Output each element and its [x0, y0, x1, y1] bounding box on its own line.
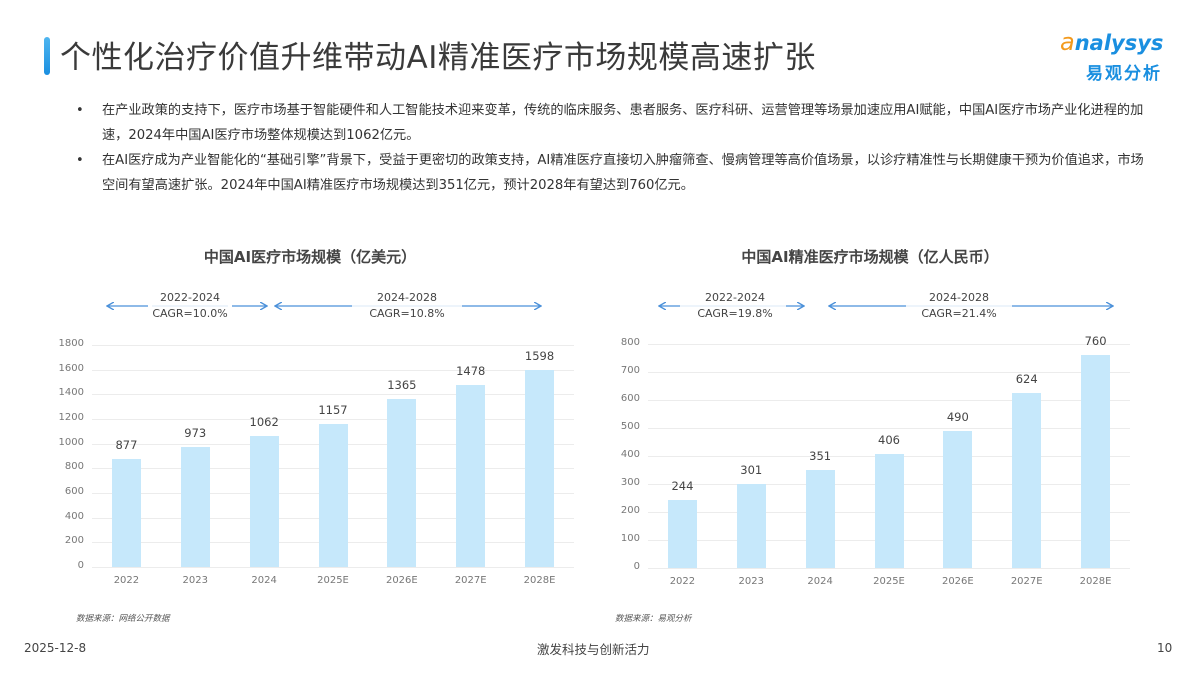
cagr-annotation-2022-2024: 2022-2024 CAGR=10.0% — [152, 291, 228, 320]
plot-area: 0 200 400 600 800 1000 1200 1400 1600 1800 877 2022… — [59, 338, 574, 586]
bar-value-label: 1157 — [318, 403, 348, 418]
bar-2024 — [805, 469, 835, 568]
y-axis-tick: 1200 — [58, 412, 84, 423]
x-axis-tick: 2026E — [385, 575, 418, 586]
logo-chinese: 易观分析 — [1086, 64, 1162, 84]
x-axis-tick: 2028E — [523, 575, 556, 586]
gridline — [92, 394, 574, 396]
gridline — [648, 428, 1130, 429]
bar-value-label: 760 — [1084, 334, 1107, 349]
bar-2028E — [525, 369, 555, 567]
title-accent-bar — [44, 37, 50, 75]
bar-value-label: 1478 — [456, 363, 486, 378]
gridline — [648, 568, 1130, 569]
data-source: 数据来源：易观分析 — [615, 614, 692, 624]
y-axis-tick: 0 — [633, 561, 640, 572]
bar-2024 — [249, 436, 279, 567]
bar-2026E — [943, 430, 973, 568]
bar-value-label: 973 — [184, 425, 207, 440]
bar-2022 — [667, 499, 697, 568]
bar-value-label: 1598 — [524, 348, 555, 363]
x-axis-tick: 2022 — [113, 575, 140, 586]
footer-date: 2025-12-8 — [24, 641, 87, 655]
y-axis-tick: 1600 — [58, 362, 84, 374]
bullet-item: • 在产业政策的支持下，医疗市场基于智能硬件和人工智能技术迎来变革，传统的临床服… — [70, 98, 1150, 148]
bullet-text: 在AI医疗成为产业智能化的“基础引擎”背景下，受益于更密切的政策支持，AI精准医… — [102, 153, 1144, 193]
bar-2026E — [387, 398, 417, 567]
y-axis-tick: 100 — [620, 533, 640, 544]
bar-value-label: 1062 — [249, 415, 279, 430]
x-axis-tick: 2023 — [738, 576, 764, 587]
y-axis-tick: 600 — [620, 393, 640, 404]
x-axis-tick: 2027E — [1010, 576, 1043, 587]
bullet-dot-icon: • — [76, 103, 84, 118]
bar-value-label: 624 — [1015, 372, 1038, 387]
bar-2023 — [736, 483, 766, 568]
cagr-annotation-2022-2024: 2022-2024 CAGR=19.8% — [697, 291, 773, 320]
bar-value-label: 301 — [740, 462, 763, 477]
gridline — [648, 344, 1130, 345]
y-axis-tick: 400 — [64, 510, 84, 522]
y-axis-tick: 800 — [64, 461, 84, 473]
y-axis-tick: 200 — [620, 505, 640, 516]
bar-2022 — [111, 458, 141, 567]
x-axis-tick: 2023 — [182, 575, 208, 586]
x-axis-tick: 2024 — [807, 576, 833, 587]
gridline — [92, 369, 574, 371]
bar-value-label: 244 — [671, 478, 694, 493]
cagr-annotation-2024-2028: 2024-2028 CAGR=21.4% — [921, 291, 997, 320]
logo-english: analysys — [1060, 28, 1164, 56]
bar-value-label: 1365 — [387, 377, 417, 392]
bar-value-label: 406 — [878, 433, 900, 448]
bar-2023 — [180, 446, 210, 567]
y-axis-tick: 800 — [620, 337, 640, 348]
bullet-text: 在产业政策的支持下，医疗市场基于智能硬件和人工智能技术迎来变革，传统的临床服务、… — [102, 103, 1144, 143]
footer-slogan: 激发科技与创新活力 — [537, 642, 650, 657]
chart-title: 中国AI精准医疗市场规模（亿人民币） — [741, 248, 999, 266]
gridline — [92, 567, 574, 568]
bar-2027E — [456, 384, 486, 567]
cagr-annotation-2024-2028: 2024-2028 CAGR=10.8% — [369, 291, 445, 320]
x-axis-tick: 2027E — [454, 575, 487, 586]
plot-area: 0 100 200 300 400 500 600 700 800 244 2022 301 2023 3… — [621, 334, 1130, 587]
bullet-dot-icon: • — [76, 153, 84, 168]
bar-value-label: 877 — [115, 437, 138, 452]
gridline — [648, 372, 1130, 373]
y-axis-tick: 700 — [620, 365, 640, 376]
bar-2025E — [874, 454, 904, 568]
x-axis-tick: 2028E — [1079, 576, 1112, 587]
x-axis-tick: 2025E — [317, 575, 349, 586]
gridline — [92, 345, 574, 346]
page-number: 10 — [1157, 641, 1173, 655]
chart-title: 中国AI医疗市场规模（亿美元） — [203, 248, 417, 266]
bar-2025E — [318, 424, 348, 567]
bullet-item: • 在AI医疗成为产业智能化的“基础引擎”背景下，受益于更密切的政策支持，AI精… — [70, 148, 1150, 198]
y-axis-tick: 0 — [77, 560, 84, 571]
y-axis-tick: 1800 — [58, 338, 84, 349]
bar-2027E — [1012, 393, 1042, 568]
bar-value-label: 351 — [809, 448, 832, 463]
bar-2028E — [1081, 355, 1111, 568]
page-title: 个性化治疗价值升维带动AI精准医疗市场规模高速扩张 — [60, 40, 816, 76]
x-axis-tick: 2025E — [873, 576, 905, 587]
y-axis-tick: 600 — [64, 486, 84, 497]
analysys-logo: analysys 易观分析 — [1060, 28, 1180, 88]
y-axis-tick: 500 — [620, 421, 640, 432]
x-axis-tick: 2024 — [251, 575, 277, 586]
y-axis-tick: 1400 — [58, 387, 84, 399]
x-axis-tick: 2026E — [941, 576, 974, 587]
gridline — [648, 400, 1130, 401]
y-axis-tick: 1000 — [58, 436, 84, 448]
y-axis-tick: 200 — [64, 535, 84, 547]
summary-bullets: • 在产业政策的支持下，医疗市场基于智能硬件和人工智能技术迎来变革，传统的临床服… — [70, 98, 1150, 198]
data-source: 数据来源：网络公开数据 — [76, 614, 170, 624]
bar-value-label: 490 — [946, 409, 969, 424]
gridline — [92, 419, 574, 420]
y-axis-tick: 400 — [620, 449, 640, 460]
x-axis-tick: 2022 — [669, 576, 696, 587]
y-axis-tick: 300 — [620, 477, 640, 488]
